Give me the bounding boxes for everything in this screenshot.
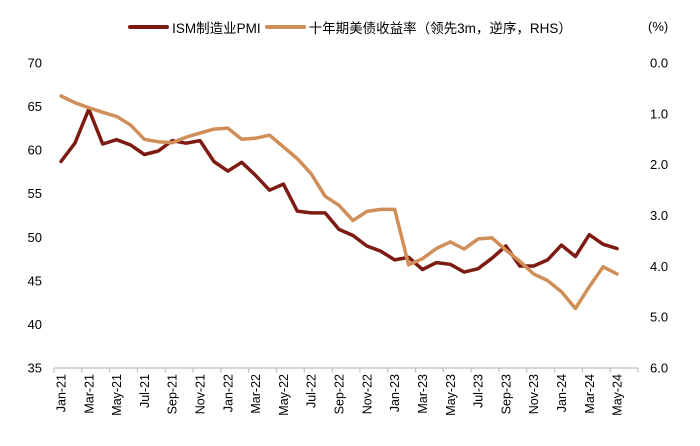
left-axis-tick-label: 40	[28, 317, 42, 332]
left-axis-tick-label: 65	[28, 99, 42, 114]
x-tick-label: May-24	[611, 374, 625, 416]
right-axis-tick-label: 1.0	[650, 106, 668, 121]
right-axis-tick-label: 6.0	[650, 361, 668, 376]
x-tick-label: Mar-22	[249, 374, 263, 414]
left-axis-tick-label: 35	[28, 361, 42, 376]
x-tick-label: Jan-22	[221, 374, 235, 412]
legend-label-ust10y: 十年期美债收益率（领先3m，逆序，RHS）	[308, 21, 572, 36]
left-axis-tick-label: 50	[28, 230, 42, 245]
right-axis-tick-label: 2.0	[650, 157, 668, 172]
left-axis-tick-label: 55	[28, 186, 42, 201]
x-tick-label: Jan-24	[555, 374, 569, 412]
right-axis-tick-label: 4.0	[650, 259, 668, 274]
chart-legend: ISM制造业PMI 十年期美债收益率（领先3m，逆序，RHS）	[0, 17, 700, 37]
x-tick-label: Nov-21	[194, 374, 208, 414]
x-tick-label: Jan-23	[388, 374, 402, 412]
x-tick-label: Jul-22	[305, 374, 319, 408]
right-axis-unit-label: (%)	[648, 19, 669, 34]
x-tick-label: Sep-23	[499, 374, 513, 414]
x-tick-label: Sep-22	[333, 374, 347, 414]
x-tick-label: Mar-23	[416, 374, 430, 414]
left-axis-tick-label: 70	[28, 56, 42, 71]
x-tick-label: Mar-24	[583, 374, 597, 414]
x-tick-label: Mar-21	[82, 374, 96, 414]
legend-item-ust10y: 十年期美债收益率（领先3m，逆序，RHS）	[264, 17, 572, 37]
series-line-ust10y-yield	[59, 94, 619, 311]
x-tick-label: May-21	[110, 374, 124, 416]
legend-label-ism-pmi: ISM制造业PMI	[172, 21, 261, 36]
x-tick-label: Jan-21	[54, 374, 68, 412]
x-tick-label: May-23	[444, 374, 458, 416]
x-tick-label: Sep-21	[166, 374, 180, 414]
x-tick-label: Jul-23	[472, 374, 486, 408]
legend-line-swatch-ust10y	[264, 25, 306, 29]
series-line-ism-pmi	[59, 107, 619, 274]
right-axis-tick-label: 3.0	[650, 208, 668, 223]
x-tick-label: May-22	[277, 374, 291, 416]
right-axis-tick-label: 5.0	[650, 310, 668, 325]
x-tick-label: Jul-21	[138, 374, 152, 408]
legend-item-ism-pmi: ISM制造业PMI	[128, 17, 261, 37]
legend-line-swatch-ism-pmi	[128, 25, 170, 29]
left-axis-tick-label: 60	[28, 143, 42, 158]
left-axis-tick-label: 45	[28, 273, 42, 288]
right-axis-tick-label: 0.0	[650, 56, 668, 71]
x-tick-label: Nov-23	[527, 374, 541, 414]
x-tick-label: Nov-22	[360, 374, 374, 414]
